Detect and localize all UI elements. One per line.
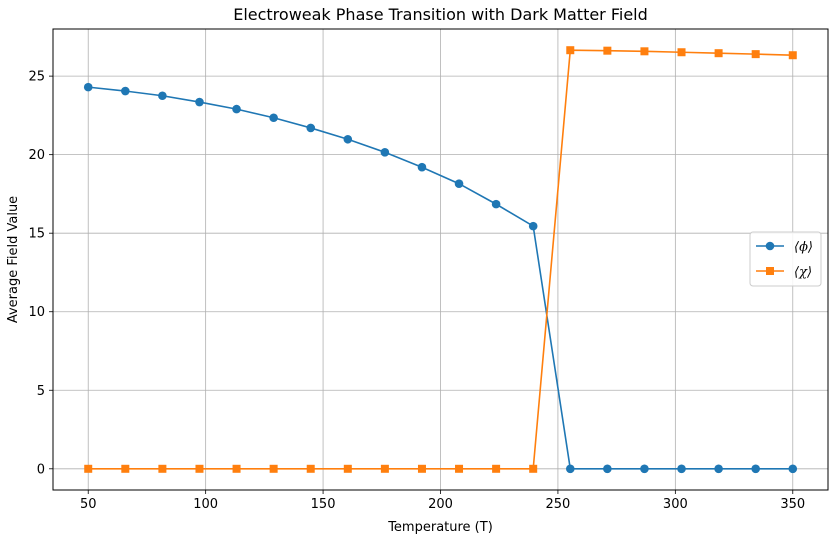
data-point [83, 82, 93, 92]
data-point [343, 464, 352, 473]
data-point [121, 464, 130, 473]
data-point [603, 464, 612, 474]
data-point [529, 464, 538, 473]
x-tick-label: 250 [546, 497, 571, 512]
data-point [417, 162, 427, 172]
data-point [603, 46, 612, 55]
data-point [158, 464, 167, 473]
data-point [788, 51, 797, 60]
series-line [88, 49, 793, 470]
legend-item: ⟨ϕ⟩ [756, 240, 813, 255]
x-tick-label: 100 [193, 497, 218, 512]
data-point [232, 464, 241, 473]
data-point [640, 47, 649, 56]
legend-marker [766, 267, 774, 275]
data-point [343, 134, 353, 144]
y-tick-label: 15 [28, 227, 45, 242]
data-point [121, 86, 130, 96]
data-point [84, 464, 93, 473]
y-tick-label: 5 [37, 384, 45, 399]
data-point [528, 221, 538, 231]
x-axis-title: Temperature (T) [387, 520, 493, 535]
y-tick-label: 0 [37, 462, 45, 477]
y-tick-label: 10 [28, 305, 45, 320]
data-point [454, 179, 464, 189]
data-point [380, 147, 390, 157]
data-point [788, 464, 798, 474]
chart-title: Electroweak Phase Transition with Dark M… [233, 5, 648, 24]
x-tick-label: 300 [663, 497, 688, 512]
series-line [88, 86, 793, 470]
y-tick-label: 20 [28, 148, 45, 163]
legend-label: ⟨ϕ⟩ [794, 240, 813, 255]
data-point [677, 48, 686, 57]
ticks: 50 100 150 200 250 300 350 0 5 10 15 20 25 [28, 70, 805, 512]
data-point [565, 464, 575, 474]
data-point [492, 464, 501, 473]
data-point [306, 123, 316, 133]
data-point [269, 464, 278, 473]
y-axis-title: Average Field Value [6, 196, 21, 323]
series-1 [83, 82, 798, 474]
data-point [566, 46, 575, 55]
x-tick-label: 350 [780, 497, 805, 512]
data-point [380, 464, 389, 473]
grid [53, 29, 828, 490]
legend-marker [765, 241, 775, 251]
data-point [195, 464, 204, 473]
data-point [714, 464, 723, 474]
data-point [158, 91, 167, 101]
data-point [306, 464, 315, 473]
data-point [269, 113, 278, 123]
data-point [455, 464, 464, 473]
data-point [751, 464, 760, 474]
series-layer [83, 46, 798, 474]
data-point [195, 97, 204, 107]
data-point [751, 50, 760, 59]
legend-label: ⟨χ⟩ [794, 265, 812, 280]
data-point [491, 199, 501, 209]
data-point [640, 464, 649, 474]
x-tick-label: 150 [311, 497, 336, 512]
data-point [417, 464, 426, 473]
legend-item: ⟨χ⟩ [756, 265, 812, 280]
x-tick-label: 200 [428, 497, 453, 512]
data-point [714, 49, 723, 58]
data-point [677, 464, 686, 474]
x-tick-label: 50 [80, 497, 97, 512]
series-2 [84, 46, 797, 473]
data-point [232, 104, 241, 114]
y-tick-label: 25 [28, 70, 45, 85]
legend: ⟨ϕ⟩ ⟨χ⟩ [749, 231, 822, 287]
